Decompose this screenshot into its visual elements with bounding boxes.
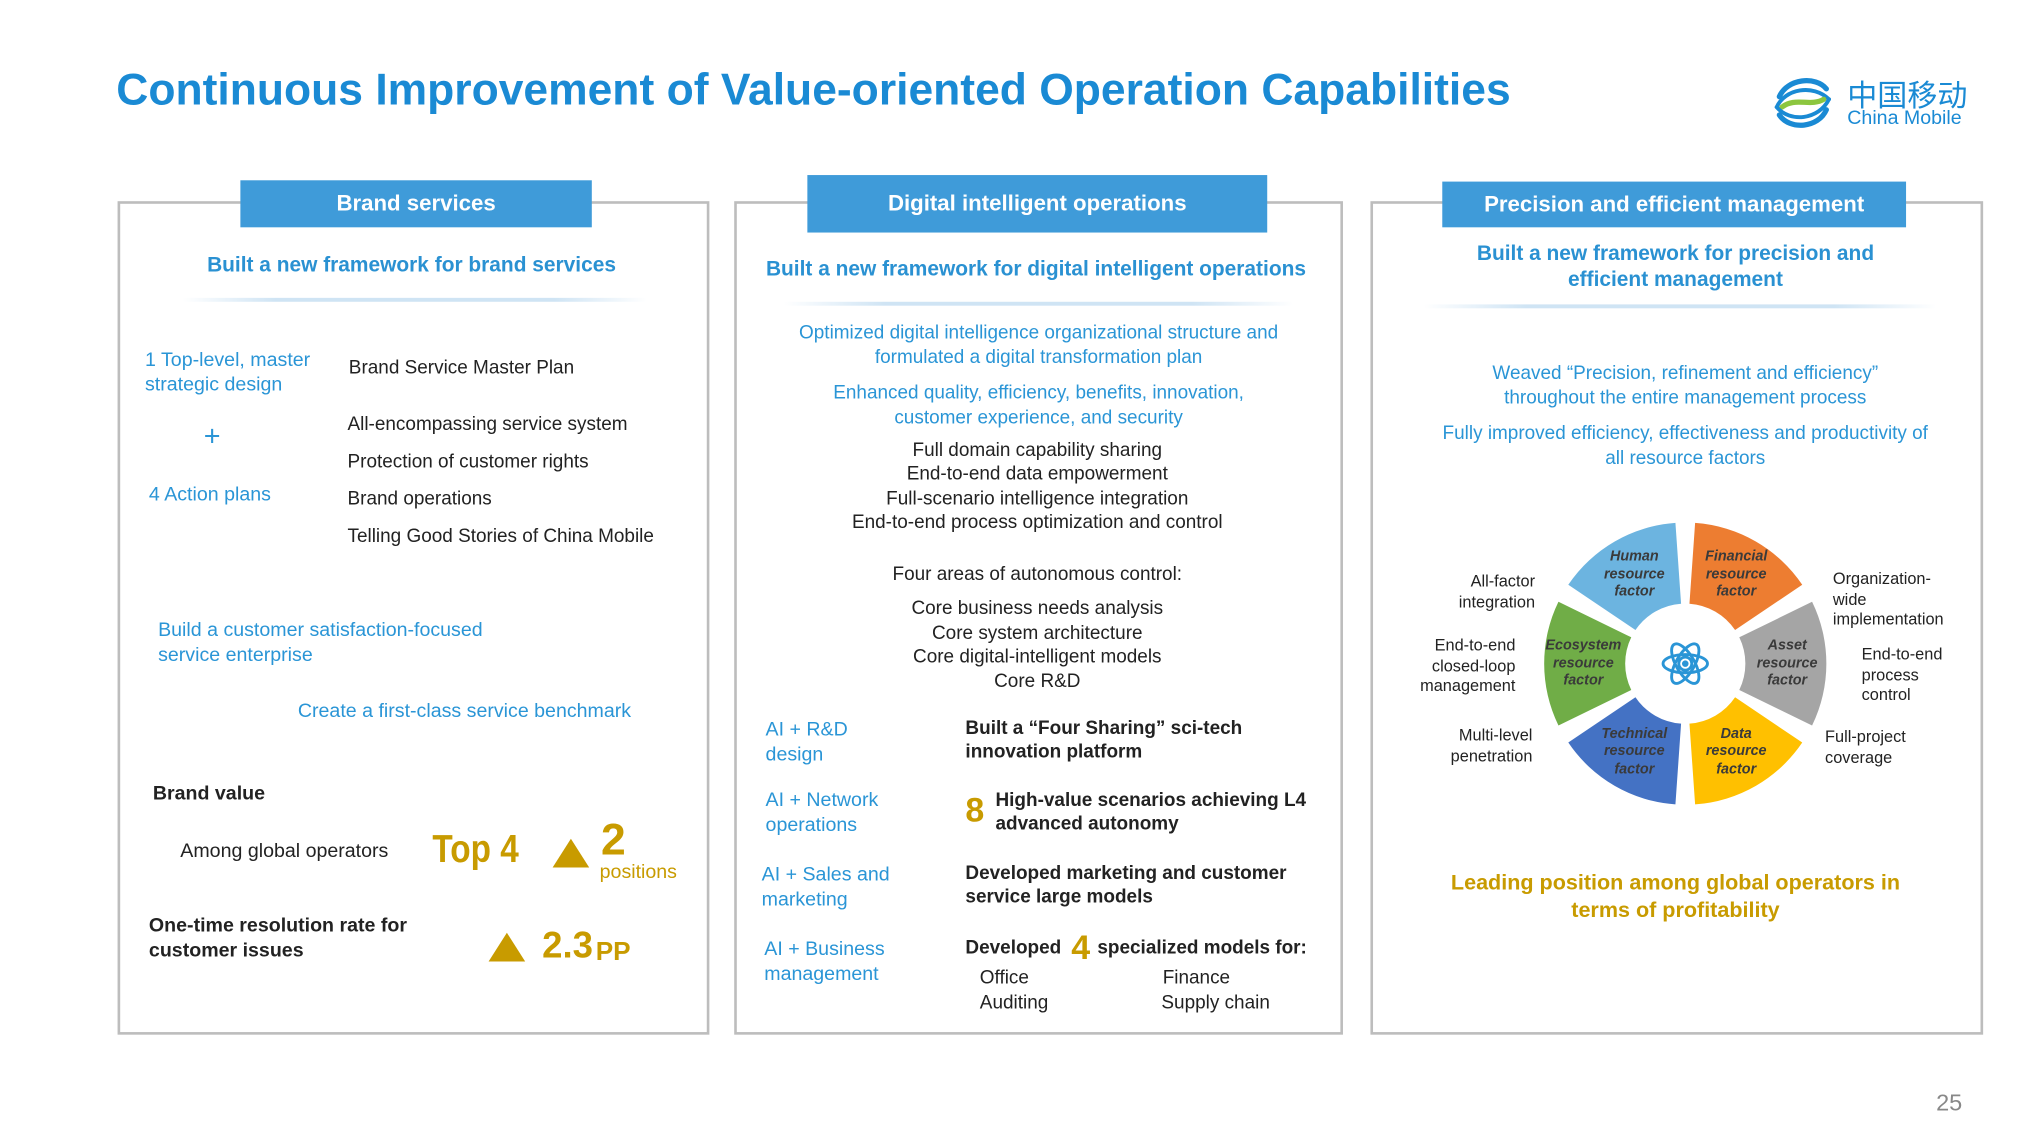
china-mobile-logo: 中国移动 China Mobile bbox=[1769, 68, 1978, 136]
resource-segment bbox=[1544, 601, 1632, 726]
resource-segment-label: Technical resource factor bbox=[1601, 725, 1668, 777]
model-item: Finance bbox=[1162, 968, 1231, 989]
brand-value-label: Brand value bbox=[152, 782, 266, 805]
ai-row-label: AI + Sales and marketing bbox=[761, 863, 890, 911]
resource-segment bbox=[1568, 522, 1682, 631]
among-global-label: Among global operators bbox=[180, 840, 389, 863]
capability-item: Full-scenario intelligence integration bbox=[886, 488, 1189, 509]
digital-point-1: Optimized digital intelligence organizat… bbox=[799, 322, 1279, 369]
divider bbox=[182, 297, 647, 302]
brand-subtitle: Built a new framework for brand services bbox=[207, 254, 616, 277]
ai-row-text: Developed marketing and customer service… bbox=[965, 863, 1287, 908]
master-plan: Brand Service Master Plan bbox=[348, 357, 575, 379]
model-item: Auditing bbox=[979, 992, 1049, 1014]
resource-segment-label: Data resource factor bbox=[1705, 725, 1767, 777]
positions-label: positions bbox=[599, 860, 677, 884]
digital-point-2: Enhanced quality, efficiency, benefits, … bbox=[833, 382, 1244, 429]
top4-value: Top 4 bbox=[432, 828, 519, 872]
page-title: Continuous Improvement of Value-oriented… bbox=[116, 65, 1511, 115]
ring-side-label: End-to-end closed-loop management bbox=[1420, 636, 1516, 696]
capability-list: Full domain capability sharing End-to-en… bbox=[776, 439, 1299, 535]
satisfaction-goal: Build a customer satisfaction-focused se… bbox=[158, 619, 483, 667]
resource-factor-ring bbox=[1544, 522, 1827, 805]
action-item: Telling Good Stories of China Mobile bbox=[347, 526, 654, 548]
ring-side-label: End-to-end process control bbox=[1861, 645, 1943, 705]
models-prefix: Developed bbox=[965, 938, 1062, 959]
action-item: All-encompassing service system bbox=[347, 414, 628, 436]
ring-side-label: Multi-level penetration bbox=[1450, 726, 1533, 765]
ai-row-label: AI + Network operations bbox=[765, 789, 879, 837]
pp-value: 2.3 bbox=[542, 924, 594, 966]
resolution-label: One-time resolution rate for customer is… bbox=[148, 914, 407, 962]
divider bbox=[1423, 304, 1937, 309]
autonomous-item: Core R&D bbox=[994, 670, 1081, 692]
benchmark-goal: Create a first-class service benchmark bbox=[297, 700, 632, 723]
autonomous-item: Core system architecture bbox=[932, 622, 1143, 644]
logo-en: China Mobile bbox=[1847, 107, 1962, 130]
action-item: Brand operations bbox=[347, 488, 492, 510]
resource-segment-label: Asset resource factor bbox=[1756, 637, 1818, 689]
precision-point-1: Weaved “Precision, refinement and effici… bbox=[1492, 363, 1879, 409]
ring-side-label: Full-project coverage bbox=[1825, 727, 1906, 767]
ai-row-text: High-value scenarios achieving L4 advanc… bbox=[995, 790, 1307, 835]
resource-segment-label: Ecosystem resource factor bbox=[1545, 637, 1622, 689]
ring-side-label: Organization-wide implementation bbox=[1832, 569, 1944, 629]
pp-unit: PP bbox=[595, 938, 631, 967]
resource-segment bbox=[1568, 697, 1682, 805]
divider bbox=[783, 301, 1294, 306]
up-triangle-icon bbox=[552, 838, 590, 868]
resource-segment bbox=[1689, 697, 1803, 805]
model-count: 4 bbox=[1071, 927, 1091, 967]
autonomous-list: Core business needs analysis Core system… bbox=[776, 597, 1299, 694]
logo-cn: 中国移动 bbox=[1847, 78, 1968, 113]
china-mobile-logo-icon bbox=[1774, 78, 1831, 128]
action-item: Protection of customer rights bbox=[347, 452, 589, 473]
autonomous-item: Core business needs analysis bbox=[911, 598, 1164, 620]
resource-segment bbox=[1739, 601, 1827, 726]
action-plans-label: 4 Action plans bbox=[148, 483, 271, 506]
brand-services-header: Brand services bbox=[240, 180, 592, 228]
model-item: Office bbox=[979, 968, 1029, 989]
capability-item: End-to-end process optimization and cont… bbox=[851, 511, 1223, 533]
ai-row-label: AI + Business management bbox=[764, 938, 885, 986]
precision-management-header: Precision and efficient management bbox=[1442, 181, 1907, 228]
resource-segment-label: Financial resource factor bbox=[1705, 549, 1768, 601]
ai-row-text: Built a “Four Sharing” sci-tech innovati… bbox=[965, 718, 1243, 763]
resource-segment bbox=[1689, 522, 1803, 631]
positions-up-number: 2 bbox=[600, 815, 626, 865]
ai-row-label: AI + R&D design bbox=[765, 718, 848, 766]
page-number: 25 bbox=[1936, 1089, 1963, 1116]
ring-side-label: All-factor integration bbox=[1458, 572, 1536, 611]
leading-position: Leading position among global operators … bbox=[1450, 871, 1901, 923]
atom-icon bbox=[1661, 642, 1709, 685]
capability-item: Full domain capability sharing bbox=[912, 440, 1163, 462]
scenario-count: 8 bbox=[965, 790, 985, 830]
top-level-label: 1 Top-level, master strategic design bbox=[145, 348, 311, 396]
four-areas-label: Four areas of autonomous control: bbox=[892, 564, 1183, 586]
capability-item: End-to-end data empowerment bbox=[906, 464, 1168, 486]
models-suffix: specialized models for: bbox=[1097, 938, 1307, 959]
resource-segment-label: Human resource factor bbox=[1603, 549, 1665, 601]
digital-operations-header: Digital intelligent operations bbox=[807, 175, 1268, 233]
autonomous-item: Core digital-intelligent models bbox=[913, 646, 1162, 668]
up-triangle-icon bbox=[488, 932, 526, 962]
plus-sign: + bbox=[203, 419, 221, 453]
digital-subtitle: Built a new framework for digital intell… bbox=[765, 258, 1307, 281]
model-item: Supply chain bbox=[1161, 992, 1270, 1014]
precision-subtitle: Built a new framework for precision and … bbox=[1476, 242, 1875, 292]
precision-point-2: Fully improved efficiency, effectiveness… bbox=[1442, 423, 1928, 470]
